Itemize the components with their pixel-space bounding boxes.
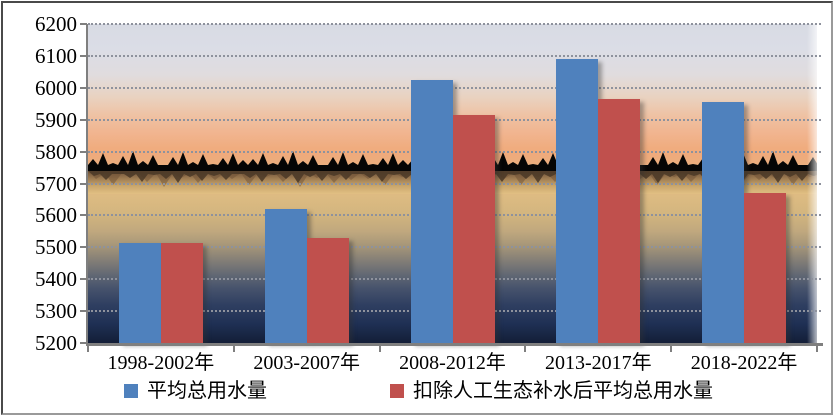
red-legend-swatch xyxy=(390,384,404,398)
y-axis-line xyxy=(86,24,88,345)
legend-item-blue: 平均总用水量 xyxy=(124,380,267,402)
y-axis-tick xyxy=(80,214,87,217)
y-axis-tick-label: 6000 xyxy=(35,75,77,100)
bar xyxy=(744,193,787,343)
y-axis-tick xyxy=(80,86,87,89)
bar xyxy=(264,209,307,343)
x-axis-tick xyxy=(232,346,235,352)
bar xyxy=(702,102,745,343)
y-axis-tick-label: 5500 xyxy=(35,235,77,260)
x-axis-category-label: 2008-2012年 xyxy=(399,352,506,374)
y-axis-tick-label: 5700 xyxy=(35,171,77,196)
x-axis-category-label: 1998-2002年 xyxy=(107,352,215,374)
x-axis-line xyxy=(86,343,823,346)
bar-chart: 6200 6100 6000 5900 5800 5700 5600 5500 5400 5300… xyxy=(3,3,831,413)
y-axis-tick xyxy=(80,150,87,153)
x-axis-tick xyxy=(87,346,89,352)
y-axis-tick-label: 5600 xyxy=(35,203,77,228)
x-axis-tick xyxy=(524,346,527,352)
y-axis-tick-label: 5400 xyxy=(35,267,77,292)
legend-label: 扣除人工生态补水后平均总用水量 xyxy=(413,380,713,402)
x-axis-tick xyxy=(816,346,818,352)
x-axis-tick xyxy=(378,346,381,352)
y-axis-tick-label: 5300 xyxy=(35,299,77,324)
blue-legend-swatch xyxy=(124,384,138,398)
gridline xyxy=(88,54,821,57)
y-axis-tick-label: 5900 xyxy=(35,107,77,132)
bar xyxy=(118,242,161,343)
y-axis-tick xyxy=(80,310,87,313)
bar xyxy=(410,79,453,343)
x-axis-category-label: 2003-2007年 xyxy=(253,352,361,374)
y-axis-tick-label: 6200 xyxy=(35,12,77,36)
legend-label: 平均总用水量 xyxy=(147,380,267,402)
y-axis-tick xyxy=(80,54,87,57)
y-axis-tick xyxy=(80,246,87,249)
y-axis-tick-label: 5200 xyxy=(35,331,77,355)
legend: 平均总用水量 扣除人工生态补水后平均总用水量 xyxy=(3,380,831,406)
bar xyxy=(556,59,599,343)
bar xyxy=(598,98,641,343)
y-axis-tick-label: 6100 xyxy=(35,43,77,68)
bar xyxy=(306,237,349,343)
bar xyxy=(160,242,203,343)
y-axis-tick xyxy=(80,342,87,344)
y-axis-tick xyxy=(80,23,87,25)
y-axis-tick xyxy=(80,182,87,185)
y-axis-tick xyxy=(80,118,87,121)
x-axis-tick xyxy=(670,346,673,352)
legend-item-red: 扣除人工生态补水后平均总用水量 xyxy=(390,380,713,402)
gridline xyxy=(88,23,821,25)
x-axis-category-label: 2018-2022年 xyxy=(690,352,798,374)
y-axis-tick-label: 5800 xyxy=(35,139,77,164)
gridline xyxy=(88,86,821,89)
bar xyxy=(452,114,495,343)
y-axis-tick xyxy=(80,278,87,281)
x-axis-category-label: 2013-2017年 xyxy=(544,352,652,374)
